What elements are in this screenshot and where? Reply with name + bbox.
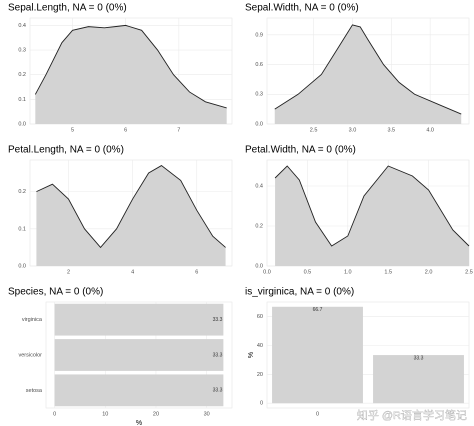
y-tick-label: 0.2 xyxy=(18,72,26,78)
x-tick-label: 4 xyxy=(131,269,134,275)
x-tick-label: 1.0 xyxy=(344,269,352,275)
density-line xyxy=(36,165,226,249)
value-label: 33.3 xyxy=(414,355,424,361)
y-tick-label: versicolor xyxy=(18,352,42,358)
density-area xyxy=(36,165,226,266)
density-line xyxy=(274,165,470,247)
y-tick-label: 0 xyxy=(260,401,263,407)
x-tick-label: 20 xyxy=(153,411,159,417)
y-tick-label: 0.1 xyxy=(18,97,26,103)
x-tick-label: 0.5 xyxy=(304,269,312,275)
x-tick-label: 1.5 xyxy=(384,269,392,275)
y-tick-label: setosa xyxy=(26,388,43,394)
y-tick-label: 0.3 xyxy=(255,92,263,98)
y-tick-label: 20 xyxy=(257,372,263,378)
y-tick-label: 0.2 xyxy=(18,189,26,195)
x-tick-label: 30 xyxy=(204,411,210,417)
x-tick-label: 4.0 xyxy=(426,127,434,133)
value-label: 33.3 xyxy=(213,352,223,358)
density-area xyxy=(275,166,469,266)
bar xyxy=(54,339,224,371)
bar xyxy=(272,306,363,404)
panel-title: Sepal.Width, NA = 0 (0%) xyxy=(245,3,359,14)
x-tick-label: 6 xyxy=(124,127,127,133)
y-tick-label: 0.4 xyxy=(18,23,26,29)
y-tick-label: 0.4 xyxy=(255,183,263,189)
panel-border xyxy=(266,301,470,409)
x-tick-label: 2.5 xyxy=(310,127,318,133)
x-tick-label: 10 xyxy=(102,411,108,417)
y-tick-label: 0.0 xyxy=(255,263,263,269)
bar xyxy=(54,374,224,407)
x-axis-title: % xyxy=(136,420,142,426)
x-tick-label: 2 xyxy=(67,269,70,275)
y-tick-label: 60 xyxy=(257,314,263,320)
x-tick-label: 6 xyxy=(195,269,198,275)
y-tick-label: 0.0 xyxy=(18,121,26,127)
x-tick-label: 3.0 xyxy=(349,127,357,133)
x-tick-label: 2.0 xyxy=(425,269,433,275)
density-area xyxy=(35,25,227,125)
value-label: 33.3 xyxy=(213,317,223,323)
y-tick-label: 0.6 xyxy=(255,62,263,68)
x-tick-label: 0.0 xyxy=(263,269,271,275)
bar xyxy=(54,303,224,336)
density-area xyxy=(274,24,462,125)
y-tick-label: 0.9 xyxy=(255,32,263,38)
value-label: 33.3 xyxy=(213,388,223,394)
x-tick-label: 2.5 xyxy=(465,269,473,275)
panel-title: Species, NA = 0 (0%) xyxy=(8,287,103,298)
x-tick-label: 0 xyxy=(53,411,56,417)
watermark: 知乎 @R语言学习笔记 xyxy=(357,408,467,422)
panel-border xyxy=(45,301,233,409)
panel-title: Petal.Length, NA = 0 (0%) xyxy=(8,145,124,156)
y-tick-label: 0.1 xyxy=(18,226,26,232)
panel-title: Petal.Width, NA = 0 (0%) xyxy=(245,145,356,156)
panel-title: is_virginica, NA = 0 (0%) xyxy=(245,287,354,298)
x-tick-label: 5 xyxy=(71,127,74,133)
y-axis-title: % xyxy=(248,352,255,358)
x-tick-label: 7 xyxy=(177,127,180,133)
y-tick-label: 0.2 xyxy=(255,223,263,229)
density-line xyxy=(274,24,462,115)
y-tick-label: 0.3 xyxy=(18,47,26,53)
y-tick-label: 40 xyxy=(257,343,263,349)
density-line xyxy=(34,24,227,109)
value-label: 66.7 xyxy=(313,307,323,313)
panel-title: Sepal.Length, NA = 0 (0%) xyxy=(8,3,127,14)
x-tick-label: 0 xyxy=(316,411,319,417)
bar xyxy=(373,355,464,404)
x-tick-label: 3.5 xyxy=(387,127,395,133)
y-tick-label: 0.0 xyxy=(255,121,263,127)
y-tick-label: 0.0 xyxy=(18,263,26,269)
y-tick-label: virginica xyxy=(22,317,43,323)
